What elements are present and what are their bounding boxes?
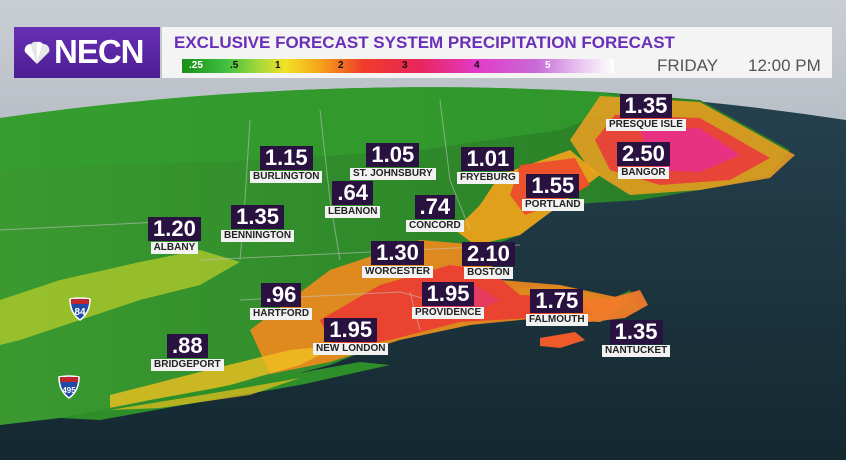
island-nantucket xyxy=(540,332,585,348)
city-label: 1.20 ALBANY xyxy=(148,217,201,254)
city-precip-value: 1.15 xyxy=(259,146,313,170)
precip-legend-scale: .25 .5 1 2 3 4 5 xyxy=(182,59,614,73)
city-name: NEW LONDON xyxy=(313,343,389,355)
city-label: 1.15 BURLINGTON xyxy=(250,146,323,183)
city-label: .96 HARTFORD xyxy=(250,283,313,320)
legend-label: 1 xyxy=(275,60,281,71)
legend-label: 2 xyxy=(338,60,344,71)
city-name: BENNINGTON xyxy=(221,230,295,242)
legend-label: 5 xyxy=(545,60,551,71)
city-name: PRESQUE ISLE xyxy=(606,119,686,131)
city-precip-value: 1.95 xyxy=(324,318,378,342)
city-name: CONCORD xyxy=(406,220,464,232)
city-precip-value: 1.35 xyxy=(231,205,284,229)
city-name: WORCESTER xyxy=(362,266,433,278)
legend-label: .5 xyxy=(230,60,239,71)
city-name: LEBANON xyxy=(325,206,381,218)
city-name: HARTFORD xyxy=(250,308,313,320)
city-name: BANGOR xyxy=(618,167,669,179)
city-name: NANTUCKET xyxy=(602,345,671,357)
highway-label: 84 xyxy=(74,307,86,318)
interstate-495-icon: 495 xyxy=(58,375,80,399)
legend-label: .25 xyxy=(189,60,203,71)
peacock-icon xyxy=(24,41,50,64)
city-label: 1.35 PRESQUE ISLE xyxy=(606,94,686,131)
city-precip-value: .64 xyxy=(332,181,374,205)
city-precip-value: 1.95 xyxy=(421,282,475,306)
header-bar: NECN EXCLUSIVE FORECAST SYSTEM PRECIPITA… xyxy=(14,27,832,78)
city-precip-value: .96 xyxy=(260,283,302,307)
city-precip-value: 1.35 xyxy=(619,94,673,118)
logo-text: NECN xyxy=(54,33,145,70)
city-name: ST. JOHNSBURY xyxy=(350,168,436,180)
city-name: ALBANY xyxy=(150,242,199,254)
city-precip-value: 2.50 xyxy=(617,142,670,166)
city-name: PROVIDENCE xyxy=(412,307,485,319)
city-precip-value: 1.01 xyxy=(461,147,515,171)
city-name: PORTLAND xyxy=(522,199,584,211)
city-label: 2.10 BOSTON xyxy=(462,242,515,279)
city-label: 1.05 ST. JOHNSBURY xyxy=(350,143,436,180)
city-label: 2.50 BANGOR xyxy=(617,142,670,179)
city-precip-value: 1.55 xyxy=(526,174,580,198)
city-precip-value: 1.35 xyxy=(609,320,663,344)
city-precip-value: 2.10 xyxy=(462,242,515,266)
city-label: 1.01 FRYEBURG xyxy=(457,147,519,184)
city-label: .74 CONCORD xyxy=(406,195,464,232)
city-label: 1.75 FALMOUTH xyxy=(526,289,588,326)
necn-logo: NECN xyxy=(14,27,160,78)
city-label: .88 BRIDGEPORT xyxy=(151,334,224,371)
city-precip-value: 1.75 xyxy=(530,289,584,313)
city-precip-value: 1.30 xyxy=(371,241,424,265)
interstate-84-icon: 84 xyxy=(69,297,91,321)
legend-label: 3 xyxy=(402,60,408,71)
city-label: 1.55 PORTLAND xyxy=(522,174,584,211)
city-name: BOSTON xyxy=(464,267,513,279)
city-name: BRIDGEPORT xyxy=(151,359,224,371)
city-name: FALMOUTH xyxy=(526,314,588,326)
city-precip-value: .88 xyxy=(167,334,208,358)
title-bar: EXCLUSIVE FORECAST SYSTEM PRECIPITATION … xyxy=(162,27,832,78)
city-precip-value: 1.05 xyxy=(366,143,420,167)
highway-label: 495 xyxy=(62,386,76,395)
city-label: 1.30 WORCESTER xyxy=(362,241,433,278)
city-label: 1.95 NEW LONDON xyxy=(313,318,389,355)
city-precip-value: .74 xyxy=(414,195,456,219)
forecast-day: FRIDAY xyxy=(657,56,719,75)
forecast-time: 12:00 PM xyxy=(748,56,821,75)
page-title: EXCLUSIVE FORECAST SYSTEM PRECIPITATION … xyxy=(174,33,675,52)
city-label: 1.95 PROVIDENCE xyxy=(412,282,485,319)
legend-label: 4 xyxy=(474,60,480,71)
city-precip-value: 1.20 xyxy=(148,217,201,241)
city-label: .64 LEBANON xyxy=(325,181,381,218)
city-name: BURLINGTON xyxy=(250,171,323,183)
city-name: FRYEBURG xyxy=(457,172,519,184)
city-label: 1.35 BENNINGTON xyxy=(221,205,295,242)
city-label: 1.35 NANTUCKET xyxy=(602,320,671,357)
